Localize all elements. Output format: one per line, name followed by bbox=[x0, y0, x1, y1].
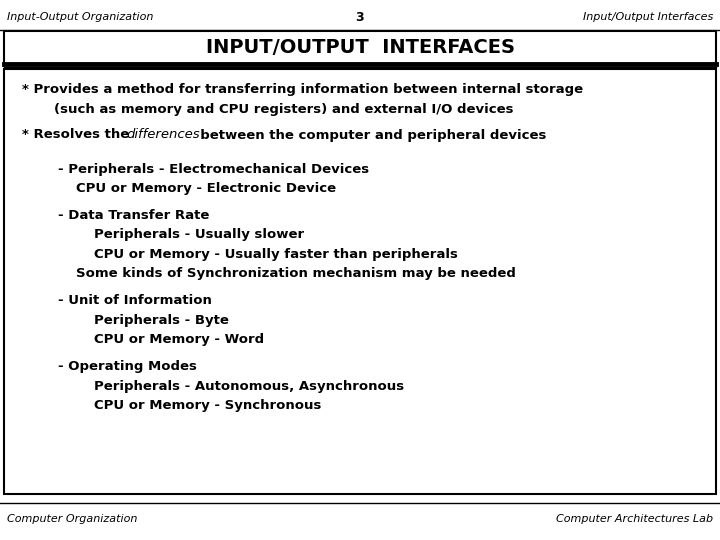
Text: * Resolves the: * Resolves the bbox=[22, 129, 133, 141]
Text: (such as memory and CPU registers) and external I/O devices: (such as memory and CPU registers) and e… bbox=[54, 103, 513, 116]
Text: 3: 3 bbox=[356, 11, 364, 24]
Text: Peripherals - Autonomous, Asynchronous: Peripherals - Autonomous, Asynchronous bbox=[94, 380, 404, 393]
Text: CPU or Memory - Word: CPU or Memory - Word bbox=[94, 333, 264, 346]
Text: Computer Organization: Computer Organization bbox=[7, 515, 138, 524]
Text: CPU or Memory - Synchronous: CPU or Memory - Synchronous bbox=[94, 399, 321, 412]
FancyBboxPatch shape bbox=[4, 31, 716, 64]
FancyBboxPatch shape bbox=[4, 69, 716, 494]
Text: Peripherals - Usually slower: Peripherals - Usually slower bbox=[94, 228, 304, 241]
Text: Input-Output Organization: Input-Output Organization bbox=[7, 12, 153, 22]
Text: Some kinds of Synchronization mechanism may be needed: Some kinds of Synchronization mechanism … bbox=[76, 267, 516, 280]
Text: - Peripherals - Electromechanical Devices: - Peripherals - Electromechanical Device… bbox=[58, 163, 369, 176]
Text: Peripherals - Byte: Peripherals - Byte bbox=[94, 314, 228, 327]
Text: * Provides a method for transferring information between internal storage: * Provides a method for transferring inf… bbox=[22, 83, 582, 96]
Text: between the computer and peripheral devices: between the computer and peripheral devi… bbox=[191, 129, 546, 141]
Text: Computer Architectures Lab: Computer Architectures Lab bbox=[556, 515, 713, 524]
Text: Input/Output Interfaces: Input/Output Interfaces bbox=[582, 12, 713, 22]
Text: INPUT/OUTPUT  INTERFACES: INPUT/OUTPUT INTERFACES bbox=[205, 38, 515, 57]
Text: - Operating Modes: - Operating Modes bbox=[58, 360, 197, 373]
Text: CPU or Memory - Usually faster than peripherals: CPU or Memory - Usually faster than peri… bbox=[94, 248, 457, 261]
Text: differences: differences bbox=[126, 129, 199, 141]
Text: CPU or Memory - Electronic Device: CPU or Memory - Electronic Device bbox=[76, 182, 336, 195]
Text: - Data Transfer Rate: - Data Transfer Rate bbox=[58, 209, 209, 222]
Text: - Unit of Information: - Unit of Information bbox=[58, 294, 212, 307]
